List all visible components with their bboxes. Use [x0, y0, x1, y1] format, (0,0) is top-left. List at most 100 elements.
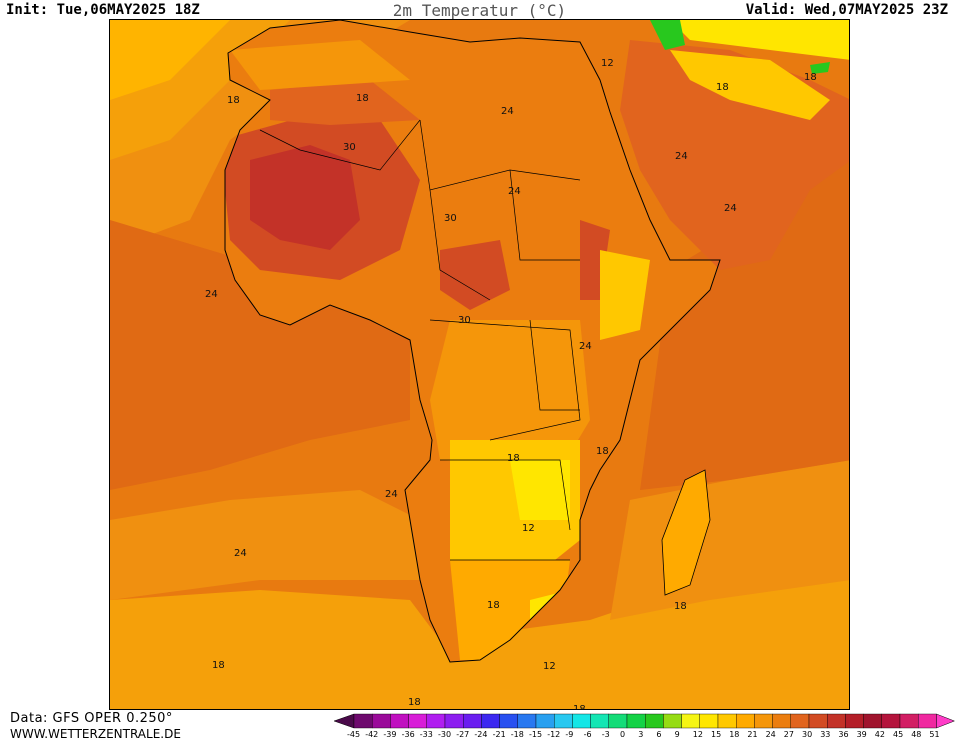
- colorbar-tick-label: -33: [419, 730, 433, 739]
- colorbar-cell: [881, 713, 901, 729]
- website-label: WWW.WETTERZENTRALE.DE: [10, 727, 181, 741]
- colorbar-cell: [918, 713, 937, 729]
- colorbar-cell: [426, 713, 446, 729]
- colorbar-tick-label: 12: [692, 730, 703, 739]
- contour-label: 18: [573, 704, 586, 710]
- country-borders: [259, 119, 581, 561]
- contour-label: 24: [501, 106, 514, 117]
- colorbar-cell: [645, 713, 664, 729]
- colorbar-tick-label: 18: [729, 730, 740, 739]
- ocean-indian-warm: [640, 161, 849, 490]
- colorbar-tick-label: 48: [911, 730, 922, 739]
- colorbar-tick-label: 33: [820, 730, 831, 739]
- colorbar-cell: [517, 713, 537, 729]
- colorbar-cell: [462, 713, 482, 729]
- colorbar-cell: [717, 713, 737, 729]
- data-source-label: Data: GFS OPER 0.250°: [10, 711, 173, 726]
- colorbar-cell: [808, 713, 828, 729]
- colorbar-cell: [353, 713, 373, 729]
- sahel-hottest-zone: [250, 145, 360, 250]
- colorbar-tick-label: 0: [620, 730, 626, 739]
- zagros-cold: [810, 62, 830, 74]
- colorbar-tick-label: -45: [347, 730, 361, 739]
- contour-label: 30: [343, 142, 356, 153]
- colorbar-cell: [899, 713, 919, 729]
- contour-label: 30: [458, 315, 471, 326]
- ocean-north-atlantic-cooler: [110, 20, 230, 100]
- colorbar-cell: [553, 713, 573, 729]
- contour-label: 18: [212, 660, 225, 671]
- colorbar-tick-label: -18: [510, 730, 524, 739]
- colorbar-tick-label: -15: [529, 730, 543, 739]
- contour-label: 12: [543, 661, 556, 672]
- colorbar-tick-label: -6: [583, 730, 592, 739]
- contour-label: 18: [408, 697, 421, 708]
- contour-label: 18: [596, 446, 609, 457]
- contour-label: 24: [385, 489, 398, 500]
- contour-label: 12: [522, 523, 535, 534]
- contour-label: 24: [508, 186, 521, 197]
- colorbar-cell: [590, 713, 610, 729]
- colorbar-tick-label: 51: [929, 730, 940, 739]
- colorbar-arrow-max: [936, 713, 956, 729]
- contour-label: 24: [675, 151, 688, 162]
- colorbar-tick-label: -36: [401, 730, 415, 739]
- colorbar-cell: [372, 713, 391, 729]
- contour-label: 18: [227, 95, 240, 106]
- map-canvas: [110, 20, 849, 709]
- colorbar-cell: [736, 713, 755, 729]
- mediterranean-cool: [670, 20, 849, 60]
- colorbar-cell: [863, 713, 882, 729]
- colorbar-cell: [408, 713, 427, 729]
- contour-label: 18: [804, 72, 817, 83]
- north-sahara-warm: [270, 80, 420, 125]
- colorbar-cell: [499, 713, 519, 729]
- ocean-south-atlantic-warm: [110, 490, 430, 600]
- ocean-south-atlantic-cool: [110, 590, 440, 709]
- colorbar-cell: [626, 713, 646, 729]
- contour-label: 18: [507, 453, 520, 464]
- map-title: 2m Temperatur (°C): [392, 1, 567, 20]
- contour-label: 24: [234, 548, 247, 559]
- colorbar-tick-label: 3: [638, 730, 644, 739]
- colorbar-cell: [772, 713, 792, 729]
- colorbar-tick-label: -21: [492, 730, 506, 739]
- central-africa-mild: [430, 320, 590, 470]
- colorbar-tick-label: 30: [802, 730, 813, 739]
- anatolia-cold: [650, 20, 685, 50]
- contour-label: 30: [444, 213, 457, 224]
- ethiopian-highlands-cool: [600, 250, 650, 340]
- ocean-gulf-warm: [110, 220, 410, 490]
- contour-label: 12: [601, 58, 614, 69]
- colorbar-tick-label: 15: [711, 730, 722, 739]
- colorbar-cell: [663, 713, 682, 729]
- contour-label: 18: [674, 601, 687, 612]
- colorbar-cell: [481, 713, 500, 729]
- colorbar-tick-label: 27: [783, 730, 794, 739]
- colorbar-tick-label: -24: [474, 730, 488, 739]
- colorbar-cell: [535, 713, 555, 729]
- colorbar-cell: [681, 713, 701, 729]
- colorbar-tick-label: -39: [383, 730, 397, 739]
- colorbar-tick-label: 21: [747, 730, 758, 739]
- colorbar-cell: [790, 713, 810, 729]
- colorbar-cell: [444, 713, 464, 729]
- colorbar-tick-label: -42: [365, 730, 379, 739]
- init-time-label: Init: Tue,06MAY2025 18Z: [6, 2, 200, 18]
- maghreb-mild: [230, 40, 410, 90]
- contour-label: 24: [579, 341, 592, 352]
- contour-label: 18: [356, 93, 369, 104]
- chad-hot-zone: [440, 240, 510, 310]
- colorbar-cell: [572, 713, 591, 729]
- colorbar-cell: [845, 713, 864, 729]
- madagascar: [661, 469, 711, 596]
- africa-coastline: [224, 20, 721, 663]
- colorbar-tick-label: 6: [656, 730, 662, 739]
- colorbar-tick-label: 42: [874, 730, 885, 739]
- colorbar-cell: [754, 713, 773, 729]
- contour-label: 18: [487, 600, 500, 611]
- colorbar: [334, 713, 956, 729]
- colorbar-arrow-min: [334, 713, 355, 729]
- colorbar-cell: [390, 713, 409, 729]
- colorbar-tick-label: -30: [438, 730, 452, 739]
